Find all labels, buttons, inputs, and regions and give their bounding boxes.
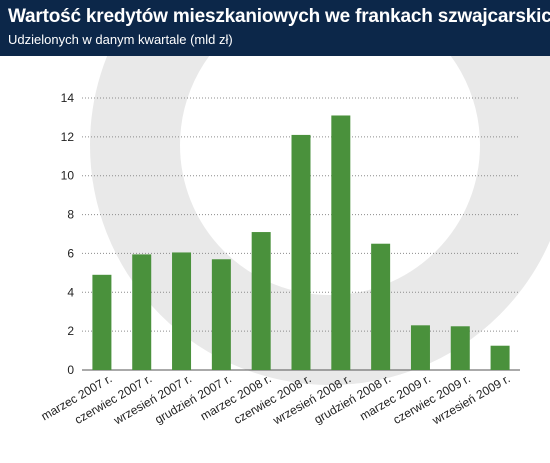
bar [291,134,311,370]
bar [450,326,470,370]
bar [331,115,351,370]
bar [132,254,152,370]
chart-subtitle: Udzielonych w danym kwartale (mld zł) [8,32,233,47]
y-tick-label: 12 [61,130,75,144]
y-tick-label: 4 [67,285,74,299]
bar [172,252,192,370]
y-axis-ticks: 0 2 4 6 8 10 12 14 [61,91,75,377]
chart-header: Wartość kredytów mieszkaniowych we frank… [0,0,550,56]
chart-title: Wartość kredytów mieszkaniowych we frank… [8,6,550,27]
watermark-ring [90,56,550,385]
bar [211,259,231,370]
bar [490,345,510,370]
watermark-center [235,56,425,240]
y-tick-label: 14 [61,91,75,105]
y-tick-label: 0 [67,363,74,377]
x-axis-ticks: marzec 2007 r.czerwiec 2007 r.wrzesień 2… [39,371,513,427]
bar [251,232,271,370]
y-tick-label: 6 [67,246,74,260]
bars [92,115,510,370]
bar [92,274,112,370]
bar [371,243,391,370]
watermark-logo [90,56,550,385]
bar [410,325,430,370]
bar-chart: 0 2 4 6 8 10 12 14 marzec 2007 r.czerwiec 2007 … [39,56,550,428]
y-tick-label: 8 [67,208,74,222]
chart-area: 0 2 4 6 8 10 12 14 marzec 2007 r. czerwiec 2007 … [0,56,550,463]
y-tick-label: 2 [67,324,74,338]
y-tick-label: 10 [61,169,75,183]
